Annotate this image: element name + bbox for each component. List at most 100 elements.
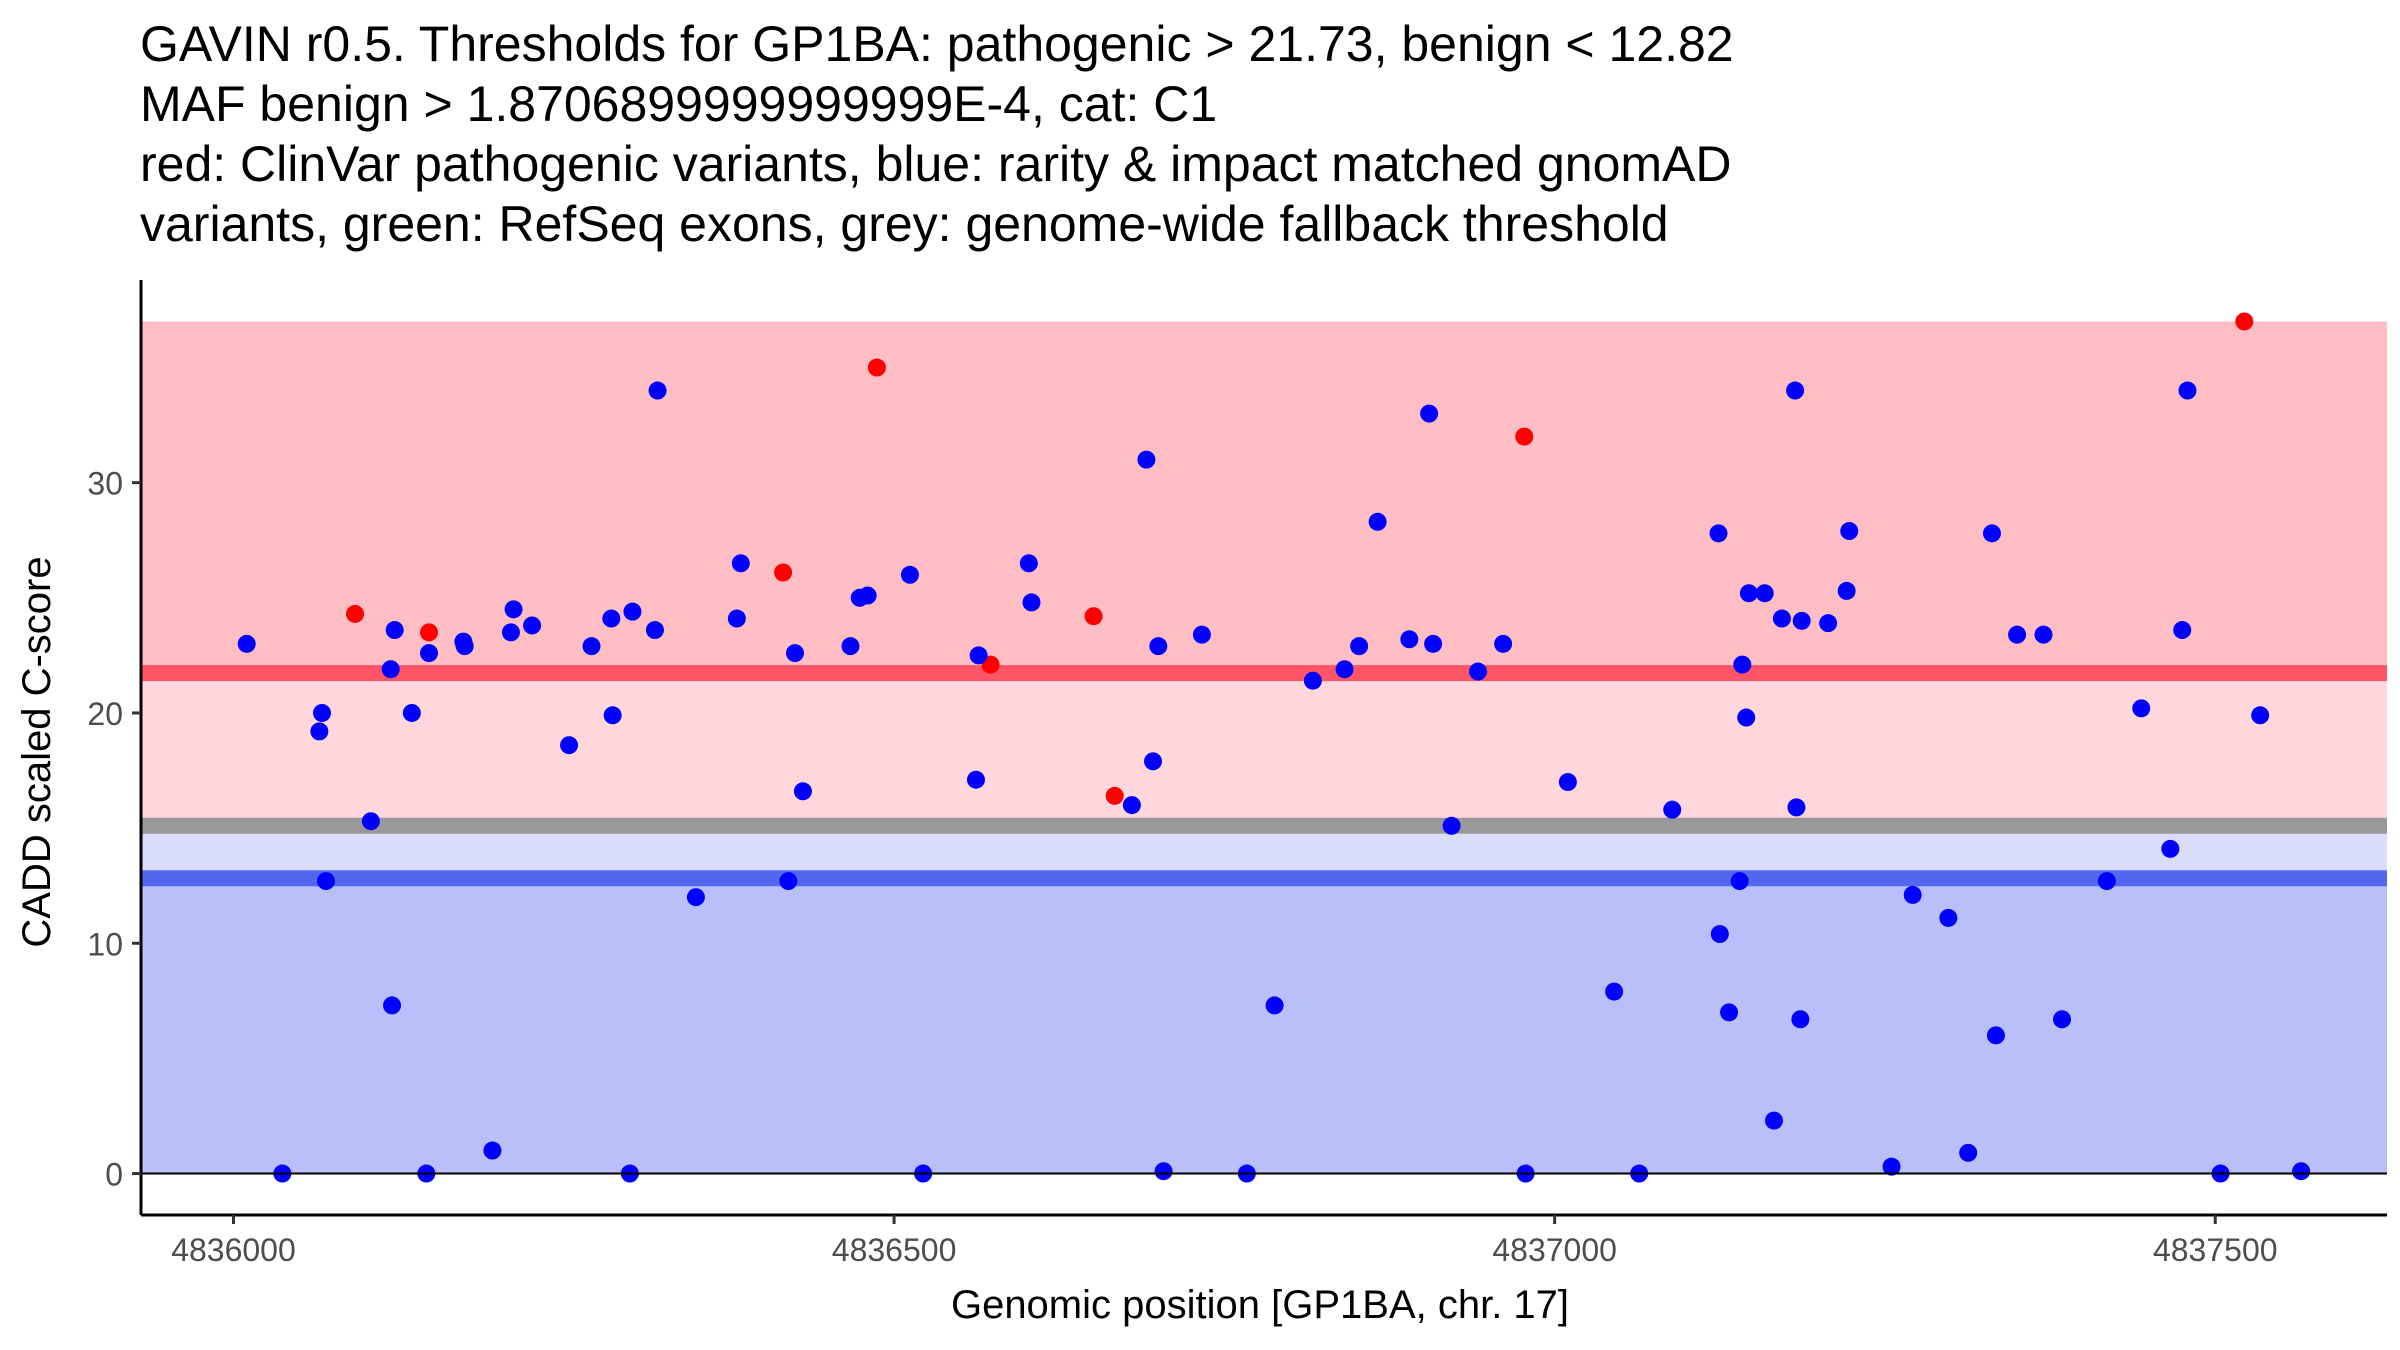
- point-gnomad-matched: [1764, 1111, 1783, 1130]
- point-clinvar-pathogenic: [774, 563, 793, 582]
- point-gnomad-matched: [420, 644, 439, 663]
- point-gnomad-matched: [1494, 634, 1513, 653]
- point-gnomad-matched: [582, 637, 601, 656]
- point-gnomad-matched: [2052, 1010, 2071, 1029]
- point-gnomad-matched: [1022, 593, 1041, 612]
- benign-zone: [141, 878, 2387, 1174]
- point-gnomad-matched: [648, 381, 667, 400]
- point-gnomad-matched: [1019, 554, 1038, 573]
- point-gnomad-matched: [1192, 625, 1211, 644]
- point-gnomad-matched: [1709, 524, 1728, 543]
- point-gnomad-matched: [1335, 660, 1354, 679]
- point-gnomad-matched: [504, 600, 523, 619]
- y-axis-title: CADD scaled C-score: [15, 556, 59, 947]
- uncertain-lower-zone: [141, 825, 2387, 879]
- point-clinvar-pathogenic: [1515, 427, 1534, 446]
- point-gnomad-matched: [313, 703, 332, 722]
- threshold-lines: [141, 665, 2387, 887]
- point-gnomad-matched: [1733, 655, 1752, 674]
- point-clinvar-pathogenic: [2235, 312, 2254, 331]
- point-gnomad-matched: [385, 621, 404, 640]
- point-gnomad-matched: [381, 660, 400, 679]
- point-gnomad-matched: [2008, 625, 2027, 644]
- x-tick-label: 4837500: [2153, 1232, 2278, 1268]
- point-gnomad-matched: [1939, 908, 1958, 927]
- point-gnomad-matched: [1787, 798, 1806, 817]
- point-gnomad-matched: [793, 782, 812, 801]
- point-gnomad-matched: [2034, 625, 2053, 644]
- x-axis-title: Genomic position [GP1BA, chr. 17]: [951, 1283, 1569, 1327]
- point-gnomad-matched: [1663, 800, 1682, 819]
- point-gnomad-matched: [501, 623, 520, 642]
- point-gnomad-matched: [1605, 982, 1624, 1001]
- point-gnomad-matched: [969, 646, 988, 665]
- point-gnomad-matched: [1265, 996, 1284, 1015]
- point-clinvar-pathogenic: [1105, 786, 1124, 805]
- title-line-2: MAF benign > 1.8706899999999999E-4, cat:…: [140, 76, 1218, 132]
- point-gnomad-matched: [1368, 512, 1387, 531]
- point-gnomad-matched: [686, 888, 705, 907]
- axes: 0 10 20 30 4836000 4836500 4837000 4837500: [87, 280, 2387, 1268]
- y-tick-label: 0: [105, 1157, 123, 1193]
- point-gnomad-matched: [2178, 381, 2197, 400]
- point-gnomad-matched: [900, 565, 919, 584]
- point-gnomad-matched: [1558, 773, 1577, 792]
- point-gnomad-matched: [1772, 609, 1791, 628]
- x-tick-label: 4837000: [1492, 1232, 1617, 1268]
- point-gnomad-matched: [602, 609, 621, 628]
- point-gnomad-matched: [1137, 450, 1156, 469]
- point-gnomad-matched: [2161, 839, 2180, 858]
- point-gnomad-matched: [383, 996, 402, 1015]
- point-gnomad-matched: [623, 602, 642, 621]
- point-gnomad-matched: [966, 770, 985, 789]
- point-gnomad-matched: [1303, 671, 1322, 690]
- point-gnomad-matched: [1469, 662, 1488, 681]
- point-gnomad-matched: [1986, 1026, 2005, 1045]
- point-gnomad-matched: [858, 586, 877, 605]
- point-gnomad-matched: [1755, 584, 1774, 603]
- x-tick-label: 4836500: [832, 1232, 957, 1268]
- point-gnomad-matched: [1350, 637, 1369, 656]
- point-gnomad-matched: [727, 609, 746, 628]
- point-clinvar-pathogenic: [867, 358, 886, 377]
- y-tick-label: 30: [87, 466, 123, 502]
- point-gnomad-matched: [1959, 1143, 1978, 1162]
- point-gnomad-matched: [731, 554, 750, 573]
- point-gnomad-matched: [1154, 1162, 1173, 1181]
- point-gnomad-matched: [361, 812, 380, 831]
- point-gnomad-matched: [1720, 1003, 1739, 1022]
- title-line-1: GAVIN r0.5. Thresholds for GP1BA: pathog…: [140, 16, 1734, 72]
- data-points: [237, 312, 2311, 1183]
- point-gnomad-matched: [455, 637, 474, 656]
- y-tick-label: 20: [87, 696, 123, 732]
- point-gnomad-matched: [1837, 581, 1856, 600]
- point-gnomad-matched: [316, 872, 335, 891]
- title-line-3: red: ClinVar pathogenic variants, blue: …: [140, 136, 1732, 192]
- point-gnomad-matched: [1791, 1010, 1810, 1029]
- point-gnomad-matched: [1737, 708, 1756, 727]
- point-clinvar-pathogenic: [420, 623, 439, 642]
- point-gnomad-matched: [1819, 614, 1838, 633]
- point-gnomad-matched: [841, 637, 860, 656]
- point-gnomad-matched: [603, 706, 622, 725]
- point-gnomad-matched: [402, 703, 421, 722]
- point-gnomad-matched: [2132, 699, 2151, 718]
- point-gnomad-matched: [785, 644, 804, 663]
- chart-title: GAVIN r0.5. Thresholds for GP1BA: pathog…: [140, 14, 1734, 254]
- point-gnomad-matched: [2097, 872, 2116, 891]
- uncertain-upper-zone: [141, 673, 2387, 826]
- point-gnomad-matched: [645, 621, 664, 640]
- title-line-4: variants, green: RefSeq exons, grey: gen…: [140, 196, 1669, 252]
- point-gnomad-matched: [483, 1141, 502, 1160]
- point-gnomad-matched: [237, 634, 256, 653]
- point-gnomad-matched: [1424, 634, 1443, 653]
- pathogenic-zone: [141, 321, 2387, 674]
- point-clinvar-pathogenic: [1084, 607, 1103, 626]
- threshold-bands: [141, 321, 2387, 1174]
- point-gnomad-matched: [1903, 885, 1922, 904]
- y-tick-label: 10: [87, 926, 123, 962]
- point-gnomad-matched: [1739, 584, 1758, 603]
- point-gnomad-matched: [1122, 796, 1141, 815]
- point-gnomad-matched: [779, 872, 798, 891]
